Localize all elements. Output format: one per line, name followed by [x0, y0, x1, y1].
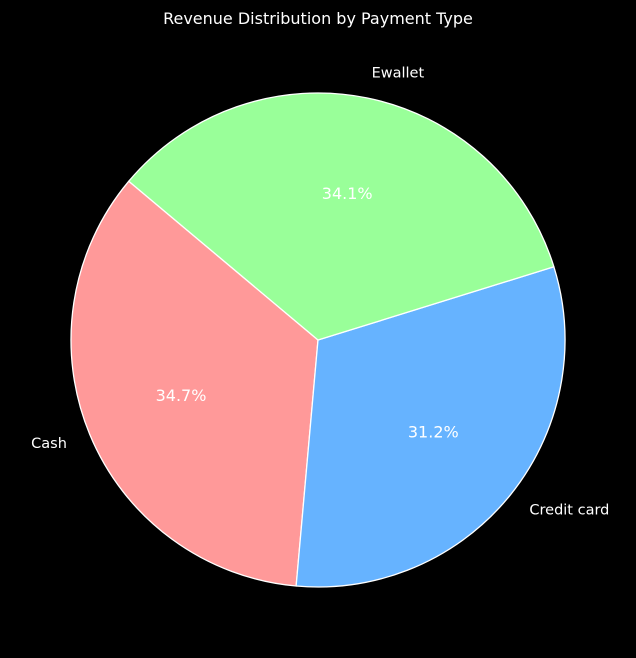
slice-label-credit-card: Credit card [529, 503, 609, 519]
pie-slice-credit-card [295, 266, 566, 588]
slice-percent-cash: 34.7% [156, 386, 207, 405]
slice-percent-credit-card: 31.2% [408, 423, 459, 442]
chart-title: Revenue Distribution by Payment Type [163, 9, 473, 28]
pie-slice-cash [70, 180, 319, 587]
pie-slice-ewallet [128, 92, 555, 341]
slice-percent-ewallet: 34.1% [322, 184, 373, 203]
slice-label-cash: Cash [31, 436, 67, 452]
pie-slices [70, 92, 566, 588]
slice-label-ewallet: Ewallet [372, 66, 425, 82]
pie-labels: Cash 34.7% Credit card 31.2% Ewallet 34.1% [31, 66, 609, 519]
